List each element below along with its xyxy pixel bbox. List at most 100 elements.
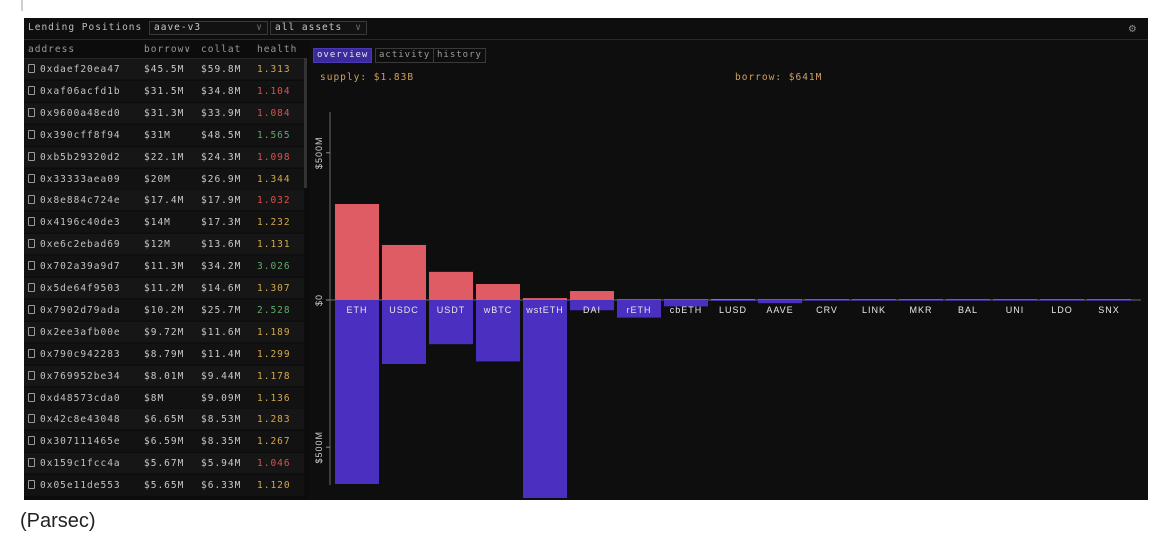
supply-bar[interactable] [429,271,473,300]
table-row[interactable]: 0xe6c2ebad69 $12M $13.6M 1.131 [24,234,304,256]
supply-bar[interactable] [852,299,896,300]
borrow-bar[interactable] [805,300,849,301]
health-cell: 1.307 [257,283,291,294]
address-text: 0x33333aea09 [40,173,121,185]
document-icon [28,261,35,271]
address-text: 0x2ee3afb00e [40,326,121,338]
supply-bar[interactable] [946,299,990,300]
address-cell: 0x790c942283 [28,348,121,360]
borrow-bar[interactable] [335,300,379,484]
table-row[interactable]: 0x4196c40de3 $14M $17.3M 1.232 [24,212,304,234]
borrow-cell: $14M [144,217,171,229]
table-scrollbar[interactable] [304,58,307,188]
borrow-bar[interactable] [523,300,567,498]
tab-history[interactable]: history [433,48,486,63]
table-row[interactable]: 0xaf06acfd1b $31.5M $34.8M 1.104 [24,80,304,102]
supply-bar[interactable] [664,299,708,300]
borrow-bar[interactable] [946,300,990,301]
collat-cell: $11.4M [201,348,242,360]
tab-overview[interactable]: overview [313,48,373,63]
column-header-borrow[interactable]: borrow∨ [144,44,191,55]
document-icon [28,195,35,205]
supply-bar[interactable] [805,299,849,300]
health-cell: 1.344 [257,173,291,185]
borrow-cell: $8.01M [144,370,185,382]
borrow-bar[interactable] [1040,300,1084,301]
health-cell: 1.131 [257,239,291,251]
borrow-cell: $45.5M [144,64,185,75]
table-row[interactable]: 0x2ee3afb00e $9.72M $11.6M 1.189 [24,321,304,343]
column-header-address[interactable]: address [28,44,76,55]
document-icon [28,480,35,490]
table-row[interactable]: 0x33333aea09 $20M $26.9M 1.344 [24,168,304,190]
borrow-bar[interactable] [429,300,473,345]
collat-cell: $26.9M [201,173,242,185]
address-cell: 0xaf06acfd1b [28,85,121,97]
gear-icon[interactable]: ⚙ [1128,21,1136,35]
table-row[interactable]: 0x5de64f9503 $11.2M $14.6M 1.307 [24,278,304,299]
y-tick-label: $0 [314,294,324,306]
supply-bar[interactable] [570,291,614,300]
supply-bar[interactable] [1040,299,1084,300]
detail-panel: overview activity history supply: $1.83B… [309,40,1148,500]
table-row[interactable]: 0xd48573cda0 $8M $9.09M 1.136 [24,387,304,409]
document-icon [28,151,35,161]
address-text: 0xe6c2ebad69 [40,239,121,251]
supply-bar[interactable] [899,299,943,300]
table-row[interactable]: 0x769952be34 $8.01M $9.44M 1.178 [24,365,304,387]
borrow-bar[interactable] [1087,300,1131,301]
x-tick-label: wstETH [525,305,564,315]
borrow-cell: $12M [144,239,171,251]
borrow-bar[interactable] [758,300,802,304]
borrow-bar[interactable] [711,300,755,301]
supply-bar[interactable] [758,299,802,300]
supply-bar[interactable] [617,299,661,300]
table-row[interactable]: 0x307111465e $6.59M $8.35M 1.267 [24,431,304,453]
borrow-bar[interactable] [664,300,708,307]
borrow-bar[interactable] [382,300,426,364]
table-row[interactable]: 0x159c1fcc4a $5.67M $5.94M 1.046 [24,453,304,475]
borrow-bar[interactable] [570,300,614,311]
tab-activity[interactable]: activity [375,48,435,63]
borrow-cell: $9.72M [144,326,185,338]
supply-bar[interactable] [993,299,1037,300]
address-text: 0x42c8e43048 [40,414,121,426]
table-row[interactable]: 0x390cff8f94 $31M $48.5M 1.565 [24,124,304,146]
supply-total: supply: $1.83B [320,72,415,83]
borrow-cell: $11.3M [144,261,185,273]
supply-bar[interactable] [711,299,755,300]
supply-bar[interactable] [476,284,520,300]
x-tick-label: DAI [583,305,601,315]
health-cell: 1.104 [257,85,291,97]
table-row[interactable]: 0x05e11de553 $5.65M $6.33M 1.120 [24,475,304,497]
table-row[interactable]: 0x702a39a9d7 $11.3M $34.2M 3.026 [24,256,304,278]
borrow-bar[interactable] [993,300,1037,301]
address-text: 0x8e884c724e [40,195,121,207]
address-cell: 0x42c8e43048 [28,414,121,425]
table-row[interactable]: 0x8e884c724e $17.4M $17.9M 1.032 [24,190,304,212]
chevron-down-icon: ∨ [355,22,362,33]
borrow-bar[interactable] [852,300,896,301]
supply-bar[interactable] [382,244,426,300]
protocol-select[interactable]: aave-v3 ∨ [149,21,268,35]
table-row[interactable]: 0x7902d79ada $10.2M $25.7M 2.528 [24,299,304,321]
borrow-bar[interactable] [476,300,520,362]
supply-bar[interactable] [335,204,379,300]
column-header-collat[interactable]: collat [201,44,242,55]
health-cell: 1.283 [257,414,291,426]
supply-bar[interactable] [523,298,567,300]
table-row[interactable]: 0xdaef20ea47 $45.5M $59.8M 1.313 [24,59,304,80]
borrow-bar[interactable] [899,300,943,301]
asset-select[interactable]: all assets ∨ [270,21,367,35]
address-cell: 0x702a39a9d7 [28,261,121,272]
column-header-health[interactable]: health [257,44,298,55]
borrow-bar[interactable] [617,300,661,318]
x-tick-label: UNI [1006,305,1025,315]
table-row[interactable]: 0x42c8e43048 $6.65M $8.53M 1.283 [24,409,304,431]
table-row[interactable]: 0xb5b29320d2 $22.1M $24.3M 1.098 [24,146,304,168]
supply-bar[interactable] [1087,299,1131,300]
address-text: 0x05e11de553 [40,480,121,492]
table-row[interactable]: 0x790c942283 $8.79M $11.4M 1.299 [24,343,304,365]
collat-cell: $25.7M [201,304,242,316]
table-row[interactable]: 0x9600a48ed0 $31.3M $33.9M 1.084 [24,102,304,124]
